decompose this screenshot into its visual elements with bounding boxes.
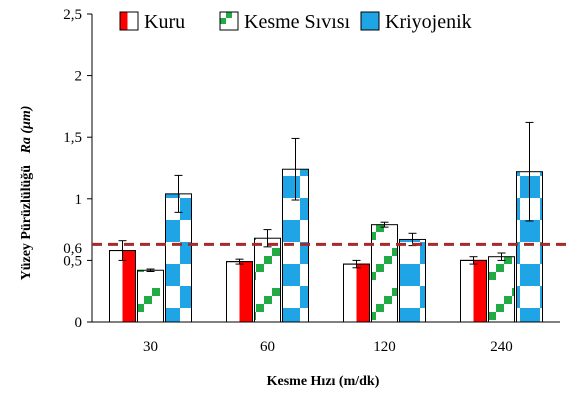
error-bar	[380, 221, 389, 228]
x-category-label: 120	[373, 339, 396, 355]
y-tick-label: 2,5	[63, 7, 82, 23]
bar-kesme-sıvısı	[371, 224, 398, 323]
y-tick-label: 1,5	[63, 130, 82, 146]
error-bar	[146, 268, 155, 272]
bar-kuru	[460, 259, 487, 323]
error-bar	[525, 121, 534, 222]
error-bar	[118, 240, 127, 261]
bar-kuru	[109, 250, 136, 323]
error-bar	[174, 174, 183, 213]
error-bar	[469, 256, 478, 265]
error-bar	[497, 252, 506, 261]
y-tick-label: 0,5	[63, 253, 82, 269]
y-axis-title-unit: Ra (μm)	[19, 106, 34, 155]
y-ticks: 0 0,50,6 1 1,5 2 2,5	[63, 7, 92, 331]
legend-label: Kesme Sıvısı	[244, 11, 351, 33]
legend: Kuru Kesme Sıvısı Kriyojenik	[119, 11, 472, 33]
error-bar	[352, 259, 361, 269]
x-category-label: 240	[490, 339, 513, 355]
error-bar	[235, 258, 244, 265]
bars	[109, 121, 543, 323]
y-axis-title-prefix: Yüzey Pürüzlülüğü	[19, 165, 34, 281]
error-bar	[263, 229, 272, 248]
bar-kuru	[343, 263, 370, 323]
y-tick-label: 0,6	[63, 241, 82, 257]
error-bar	[291, 137, 300, 201]
y-tick-label: 2	[75, 69, 83, 85]
bar-kuru	[226, 261, 253, 323]
bar-kesme-sıvısı	[137, 269, 164, 323]
bar-kesme-sıvısı	[254, 237, 281, 323]
legend-item: Kuru	[119, 11, 185, 33]
legend-item: Kriyojenik	[360, 11, 472, 33]
x-category-label: 60	[260, 339, 275, 355]
bar-kesme-sıvısı	[488, 256, 515, 323]
legend-label: Kuru	[144, 11, 185, 33]
y-axis-title: Yüzey Pürüzlülüğü Ra (μm)	[19, 106, 34, 281]
y-tick-label: 1	[75, 192, 83, 208]
x-categories: 30 60 120 240	[143, 339, 513, 355]
bar-kriyojenik	[399, 238, 426, 323]
legend-label: Kriyojenik	[385, 11, 472, 33]
x-category-label: 30	[143, 339, 158, 355]
y-tick-label: 0	[75, 315, 83, 331]
bar-kriyojenik	[165, 193, 192, 323]
x-axis-title: Kesme Hızı (m/dk)	[267, 374, 380, 389]
legend-item: Kesme Sıvısı	[219, 11, 351, 33]
